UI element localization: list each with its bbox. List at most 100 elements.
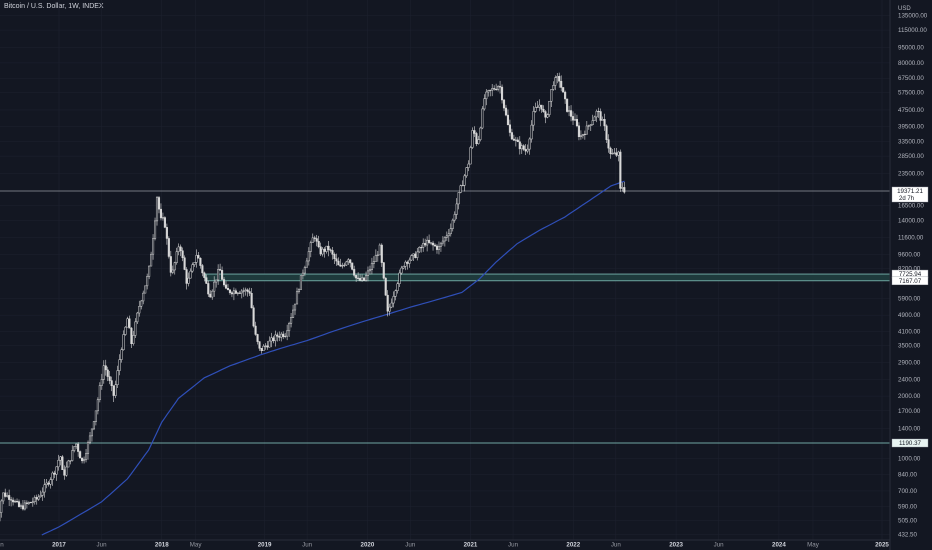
candle-up [463,175,466,186]
candle-up [303,267,306,274]
candle-up [2,492,5,502]
candle-up [122,334,125,350]
candle-up [325,245,328,252]
candle-up [293,303,297,311]
candle-down [199,257,202,266]
candle-up [459,185,462,193]
candle-down [475,133,478,145]
candle-down [597,110,600,113]
candle-up [86,442,90,454]
candle-down [234,290,237,294]
level-price-label-box [891,438,929,448]
time-axis[interactable]: Jun 2017 Jun 2018 May 2019 Jun 2020 Jun 2021 Jun 20… [0,539,890,549]
level-lines [0,190,890,444]
candle-up [402,266,405,269]
candle-up [595,110,598,118]
candle-up [526,148,529,152]
candle-down [205,277,208,284]
candle-up [144,285,147,294]
zone-top-label: 7725.94 [899,271,922,278]
current-price-label: 19371.21 [897,188,923,195]
candle-down [428,239,431,243]
candle-down [29,502,32,504]
y-tick-label: 95000.00 [898,44,924,51]
candle-up [552,85,555,90]
candle-down [524,149,527,152]
moving-average-line [41,180,625,536]
candle-up [290,317,293,324]
x-tick-label: 2022 [566,542,580,549]
candle-up [422,243,425,248]
y-tick-label: 1000.00 [898,456,921,463]
candle-down [181,250,184,259]
candle-up [481,108,484,129]
candle-up [175,251,178,263]
candle-down [384,277,387,296]
candle-down [431,242,435,246]
candle-up [390,302,393,308]
candle-up [378,244,381,256]
candle-up [451,219,454,229]
zone-bottom-label: 7167.07 [899,278,922,285]
candle-up [244,289,247,292]
candle-up [439,242,442,247]
candle-down [508,124,511,133]
candle-up [321,248,324,255]
candle-up [45,482,48,485]
candle-up [370,263,373,271]
candle-down [570,110,573,117]
candle-up [621,187,624,189]
x-tick-label: 2021 [464,542,478,549]
candle-up [43,484,46,493]
candle-up [477,139,480,145]
candle-up [536,106,539,108]
candle-up [368,269,371,272]
candle-down [179,246,182,252]
candle-up [341,265,344,267]
candle-up [51,472,54,480]
candle-down [159,208,163,219]
candle-down [224,284,228,289]
candle-down [238,292,241,294]
candle-down [424,243,427,246]
candle-up [148,265,151,277]
candle-up [92,421,95,430]
candle-up [469,147,472,165]
y-tick-label: 840.00 [898,471,917,478]
candle-down [252,307,255,327]
candle-up [461,185,464,187]
candle-down [185,269,188,284]
candle-up [37,496,40,500]
candle-up [400,267,403,274]
y-tick-label: 4100.00 [898,328,921,335]
x-tick-label: May [807,542,820,549]
x-tick-label: Jun [405,542,416,549]
candle-down [353,269,356,276]
candle-up [140,300,143,307]
x-tick-label: 2019 [258,542,272,549]
candle-up [236,292,239,294]
y-tick-label: 432.50 [898,531,917,538]
candle-up [485,91,488,100]
price-axis[interactable]: 135000.00 115000.00 95000.00 80000.00 67500.… [889,0,928,550]
y-tick-label: 11600.00 [898,234,924,241]
candle-down [435,245,439,250]
candle-down [516,139,519,142]
candle-down [566,98,569,112]
candle-down [577,125,580,138]
candle-up [449,228,452,235]
candle-down [599,111,602,121]
candle-down [603,119,606,127]
candle-up [274,334,277,342]
candle-up [55,466,58,475]
candle-up [550,89,553,102]
candle-up [388,306,391,312]
candle-down [230,292,233,295]
candle-down [615,152,618,156]
candle-up [146,276,149,287]
candle-up [217,269,220,281]
candle-down [163,217,166,228]
candle-down [226,288,230,291]
candle-down [607,139,610,149]
